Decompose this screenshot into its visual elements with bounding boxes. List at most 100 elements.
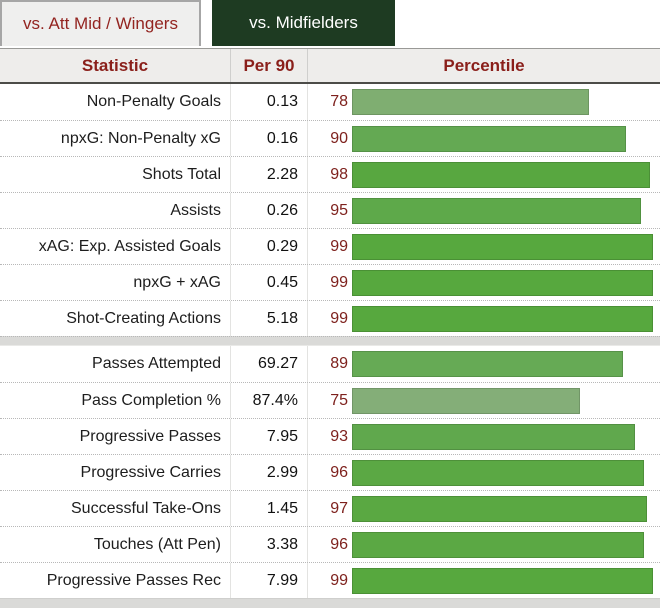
percentile-bar (352, 387, 580, 414)
percentile-cell: 96 (307, 527, 660, 562)
stat-label: Shot-Creating Actions (66, 309, 221, 327)
percentile-value: 93 (330, 427, 348, 445)
per90-value: 0.26 (230, 193, 307, 228)
percentile-cell: 75 (307, 383, 660, 418)
percentile-cell: 96 (307, 455, 660, 490)
percentile-value: 99 (330, 309, 348, 327)
stat-label: Pass Completion % (81, 391, 221, 409)
percentile-cell: 95 (307, 193, 660, 228)
table-row: Touches (Att Pen) 3.38 96 (0, 526, 660, 562)
per90-value: 7.99 (230, 563, 307, 598)
percentile-value: 96 (330, 535, 348, 553)
column-header-percentile: Percentile (307, 49, 660, 82)
percentile-value: 99 (330, 273, 348, 291)
percentile-bar (352, 495, 647, 522)
stat-label: Successful Take-Ons (71, 499, 221, 517)
per90-value: 0.45 (230, 265, 307, 300)
percentile-cell: 99 (307, 301, 660, 336)
percentile-bar (352, 233, 653, 260)
table-row: Progressive Passes 7.95 93 (0, 418, 660, 454)
table-row: xAG: Exp. Assisted Goals 0.29 99 (0, 228, 660, 264)
percentile-bar (352, 269, 653, 296)
percentile-bar-track (352, 495, 656, 522)
stat-label: Touches (Att Pen) (93, 535, 221, 553)
per90-value: 0.13 (230, 84, 307, 120)
table-row: Passes Attempted 69.27 89 (0, 346, 660, 382)
table-row: Shots Total 2.28 98 (0, 156, 660, 192)
stat-label: Passes Attempted (92, 355, 221, 372)
per90-value: 0.29 (230, 229, 307, 264)
percentile-value: 90 (330, 129, 348, 147)
percentile-value: 95 (330, 201, 348, 219)
table-row: Progressive Passes Rec 7.99 99 (0, 562, 660, 598)
stat-label: xAG: Exp. Assisted Goals (38, 237, 221, 255)
percentile-bar (352, 197, 641, 224)
table-row: Successful Take-Ons 1.45 97 (0, 490, 660, 526)
percentile-cell: 99 (307, 229, 660, 264)
per90-value: 2.28 (230, 157, 307, 192)
per90-value: 3.38 (230, 527, 307, 562)
percentile-cell: 98 (307, 157, 660, 192)
per90-value: 87.4% (230, 383, 307, 418)
stat-label: Shots Total (142, 165, 221, 183)
per90-value: 2.99 (230, 455, 307, 490)
percentile-cell: 99 (307, 563, 660, 598)
percentile-cell: 90 (307, 121, 660, 156)
column-header-statistic: Statistic (81, 55, 149, 75)
percentile-cell: 93 (307, 419, 660, 454)
percentile-bar-track (352, 269, 656, 296)
per90-value: 7.95 (230, 419, 307, 454)
stat-label: npxG: Non-Penalty xG (60, 129, 221, 147)
percentile-bar (352, 423, 635, 450)
per90-value: 0.16 (230, 121, 307, 156)
table-row: npxG + xAG 0.45 99 (0, 264, 660, 300)
stat-label: npxG + xAG (133, 273, 221, 291)
percentile-value: 78 (330, 93, 348, 110)
table-header: Statistic Per 90 Percentile (0, 48, 660, 84)
stat-label: Progressive Carries (80, 463, 221, 481)
percentile-bar-track (352, 125, 656, 152)
tab-bar: vs. Att Mid / Wingers vs. Midfielders (0, 0, 660, 46)
percentile-bar-track (352, 459, 656, 486)
percentile-cell: 89 (307, 346, 660, 382)
percentile-cell: 99 (307, 265, 660, 300)
percentile-bar-track (352, 305, 656, 332)
percentile-bar-track (352, 531, 656, 558)
table-row: Pass Completion % 87.4% 75 (0, 382, 660, 418)
percentile-bar-track (352, 197, 656, 224)
table-row: Non-Penalty Goals 0.13 78 (0, 84, 660, 120)
section-separator (0, 336, 660, 346)
percentile-bar (352, 531, 644, 558)
percentile-bar-track (352, 161, 656, 188)
percentile-bar-track (352, 89, 656, 115)
percentile-bar (352, 161, 650, 188)
percentile-value: 89 (330, 355, 348, 372)
stat-label: Progressive Passes (79, 427, 221, 445)
percentile-bar-track (352, 233, 656, 260)
per90-value: 69.27 (230, 346, 307, 382)
percentile-bar (352, 459, 644, 486)
percentile-value: 99 (330, 237, 348, 255)
column-header-per90: Per 90 (230, 49, 307, 82)
percentile-bar (352, 305, 653, 332)
percentile-value: 96 (330, 463, 348, 481)
per90-value: 5.18 (230, 301, 307, 336)
stat-label: Assists (170, 201, 221, 219)
table-row: Shot-Creating Actions 5.18 99 (0, 300, 660, 336)
table-bottom-band (0, 598, 660, 608)
percentile-bar (352, 567, 653, 594)
table-row: npxG: Non-Penalty xG 0.16 90 (0, 120, 660, 156)
percentile-bar (352, 125, 626, 152)
percentile-value: 98 (330, 165, 348, 183)
percentile-value: 75 (330, 391, 348, 409)
per90-value: 1.45 (230, 491, 307, 526)
percentile-bar-track (352, 423, 656, 450)
percentile-cell: 97 (307, 491, 660, 526)
percentile-bar-track (352, 351, 656, 377)
tab-vs-att-mid-wingers[interactable]: vs. Att Mid / Wingers (0, 0, 201, 46)
tab-vs-midfielders[interactable]: vs. Midfielders (212, 0, 395, 46)
percentile-bar-track (352, 387, 656, 414)
table-row: Progressive Carries 2.99 96 (0, 454, 660, 490)
percentile-value: 97 (330, 499, 348, 517)
percentile-bar-track (352, 567, 656, 594)
